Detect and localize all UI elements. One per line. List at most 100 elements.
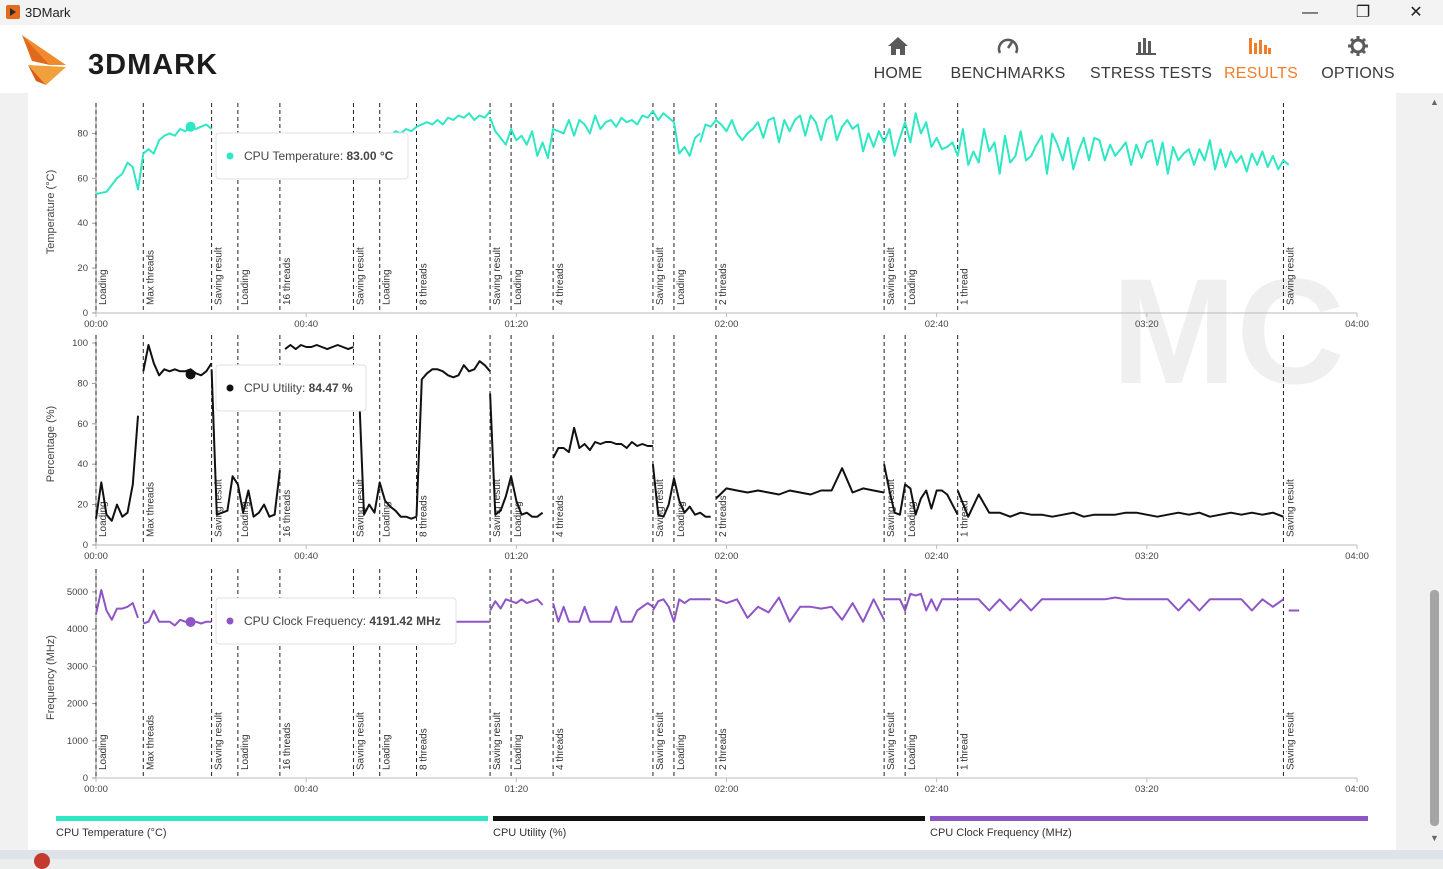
utility-y-tick-label: 80 [77,378,88,389]
scroll-up-icon[interactable]: ▲ [1430,97,1439,107]
temperature-phase-label: 4 threads [555,263,566,305]
frequency-phase-label: Saving result [355,712,366,770]
watermark-text: MC [1111,247,1344,415]
temperature-x-tick-label: 01:20 [504,319,528,330]
utility-phase-label: 4 threads [555,495,566,537]
3dmark-logo[interactable]: 3DMARK [20,31,250,87]
frequency-tooltip-value: 4191.42 MHz [369,614,440,628]
utility-phase-label: 16 threads [282,490,293,537]
temperature-phase-label: 2 threads [718,263,729,305]
utility-tooltip-value: 84.47 % [309,381,353,395]
temperature-x-tick-label: 00:40 [294,319,318,330]
temperature-phase-label: Saving result [655,247,666,305]
temperature-tooltip-value: 83.00 °C [347,149,394,163]
frequency-series-line [552,602,654,623]
utility-series-line [284,344,354,351]
utility-series-line [95,415,139,522]
utility-tooltip-label: CPU Utility: [244,381,309,395]
temperature-phase-label: Saving result [492,247,503,305]
temperature-y-tick-label: 40 [77,218,88,229]
nav-home[interactable]: HOME [872,35,924,83]
utility-series-line [956,490,1284,518]
frequency-phase-label: Saving result [492,712,503,770]
frequency-tooltip-point [185,616,196,627]
utility-y-tick-label: 0 [83,540,88,551]
utility-x-tick-label: 00:40 [294,551,318,562]
frequency-x-tick-label: 00:40 [294,784,318,795]
temperature-x-tick-label: 00:00 [84,319,108,330]
frequency-series-line [884,592,958,612]
utility-x-tick-label: 04:00 [1345,551,1369,562]
minimize-button[interactable]: — [1302,4,1318,21]
frequency-phase-label: 4 threads [555,728,566,770]
legend-frequency-label: CPU Clock Frequency (MHz) [930,827,1072,839]
nav-benchmarks[interactable]: BENCHMARKS [950,35,1066,83]
3dmark-logo-icon [22,35,66,85]
frequency-y-tick-label: 1000 [67,736,88,747]
temperature-phase-label: 16 threads [282,258,293,305]
utility-series-line [142,344,213,377]
frequency-phase-label: Loading [382,734,393,770]
temperature-phase-label: Saving result [1285,247,1296,305]
nav-results[interactable]: RESULTS [1224,35,1298,83]
nav-home-label: HOME [873,65,923,82]
nav-stress-tests[interactable]: STRESS TESTS [1090,35,1212,83]
utility-series-line [552,426,653,459]
frequency-phase-label: Loading [240,734,251,770]
temperature-series-line [95,123,213,195]
frequency-y-tick-label: 5000 [67,587,88,598]
utility-phase-label: 2 threads [718,495,729,537]
frequency-tooltip-box [215,597,457,645]
utility-series-line [883,464,959,516]
bars-icon [1090,35,1202,57]
temperature-y-tick-label: 20 [77,263,88,274]
legend-utility[interactable]: CPU Utility (%) [493,816,925,844]
utility-y-tick-label: 60 [77,419,88,430]
taskbar-app-icon[interactable] [34,853,50,869]
legend-utility-label: CPU Utility (%) [493,827,567,839]
legend-temperature[interactable]: CPU Temperature (°C) [56,816,488,844]
frequency-y-tick-label: 0 [83,773,88,784]
frequency-tooltip-text: CPU Clock Frequency: 4191.42 MHz [244,614,441,628]
temperature-phase-label: Max threads [145,250,156,305]
legend-frequency[interactable]: CPU Clock Frequency (MHz) [930,816,1368,844]
temperature-phase-label: Saving result [214,247,225,305]
temperature-phase-label: Saving result [355,247,366,305]
scroll-down-icon[interactable]: ▼ [1430,833,1439,843]
frequency-phase-label: Loading [513,734,524,770]
scrollbar-thumb[interactable] [1430,590,1439,826]
frequency-series-line [489,598,544,611]
maximize-button[interactable]: ❐ [1355,4,1371,21]
gear-icon [1318,35,1398,57]
nav-benchmarks-label: BENCHMARKS [950,65,1066,82]
temperature-phase-label: 1 thread [960,268,971,305]
frequency-y-tick-label: 3000 [67,661,88,672]
utility-phase-label: 8 threads [419,495,430,537]
utility-phase-label: Saving result [355,479,366,537]
frequency-x-tick-label: 00:00 [84,784,108,795]
frequency-phase-label: Loading [676,734,687,770]
utility-series-line [210,369,281,518]
temperature-phase-label: Loading [382,269,393,305]
utility-tooltip-box [215,364,367,412]
utility-x-tick-label: 03:20 [1135,551,1159,562]
vertical-scrollbar[interactable]: ▲ ▼ [1426,93,1443,850]
utility-phase-label: Saving result [1285,479,1296,537]
temperature-tooltip-label: CPU Temperature: [244,149,347,163]
nav-options[interactable]: OPTIONS [1318,35,1398,83]
frequency-y-tick-label: 4000 [67,624,88,635]
frequency-tooltip-dot [226,617,234,625]
frequency-phase-label: 16 threads [282,723,293,770]
legend-utility-swatch [493,816,925,821]
temperature-phase-label: 8 threads [419,263,430,305]
close-button[interactable]: ✕ [1409,4,1423,21]
frequency-phase-label: Max threads [145,715,156,770]
utility-phase-label: Loading [98,501,109,537]
frequency-phase-label: 8 threads [419,728,430,770]
utility-phase-label: 1 thread [960,500,971,537]
monitoring-panel [28,93,1396,850]
temperature-tooltip-dot [226,152,234,160]
frequency-series-line [95,589,139,621]
taskbar [0,850,1443,859]
temperature-tooltip-box [215,132,409,180]
